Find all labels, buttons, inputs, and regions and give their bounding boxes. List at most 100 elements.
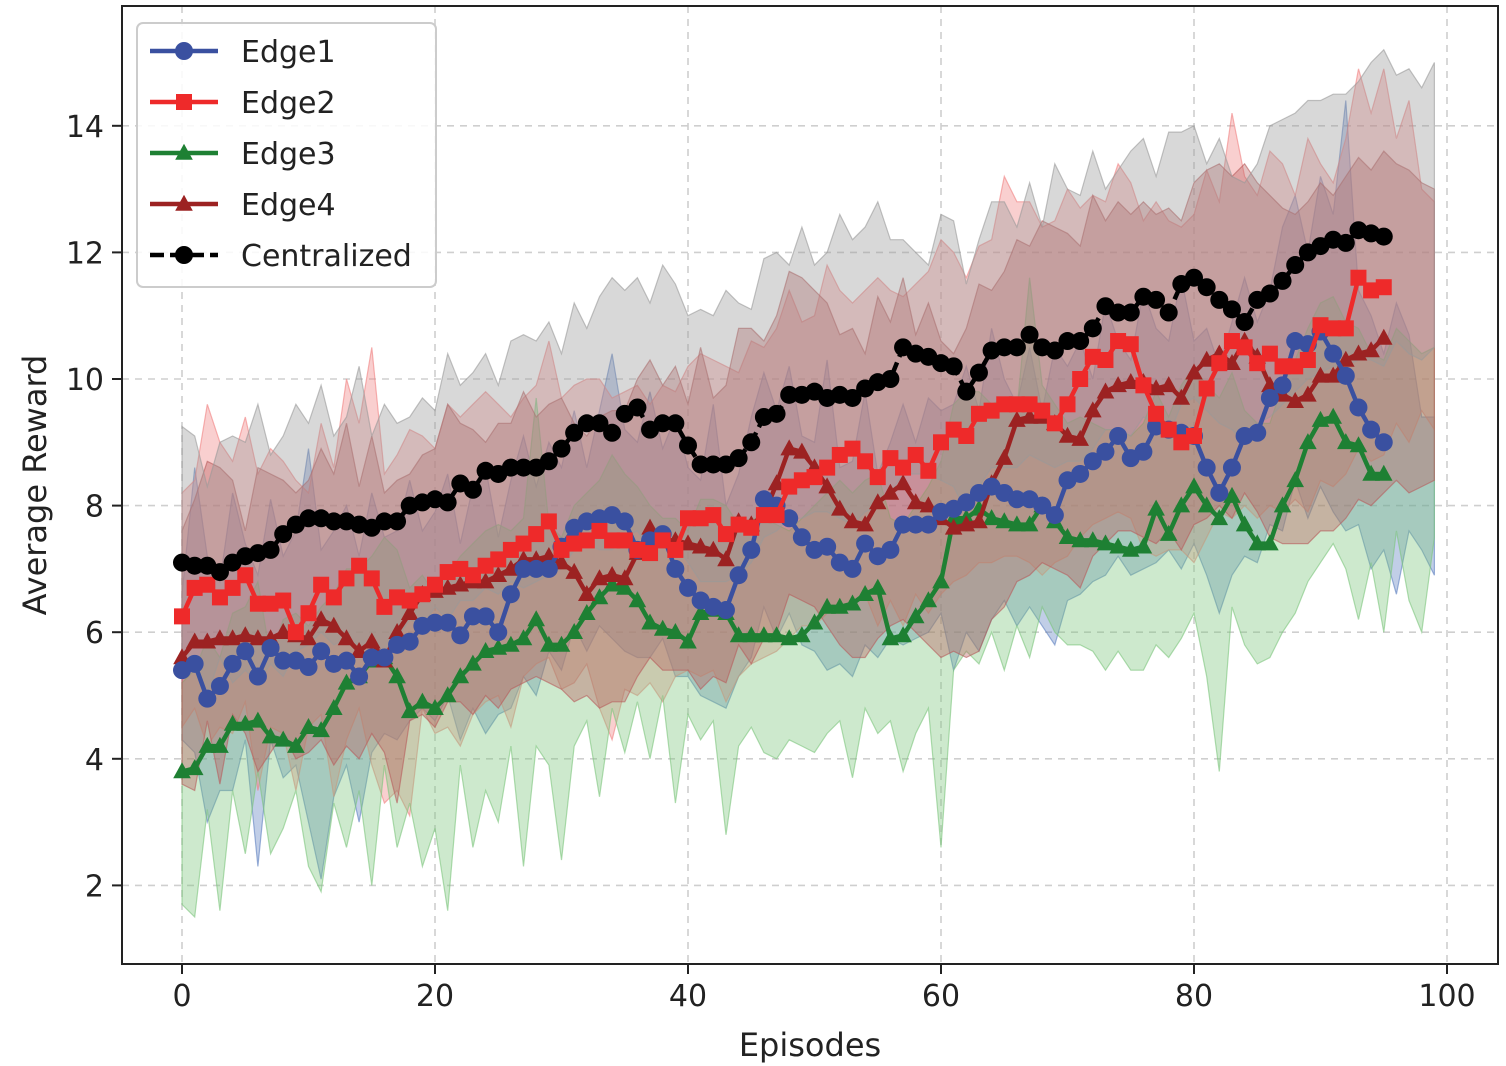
- point-centralized-72: [1083, 319, 1102, 338]
- point-edge1-16: [375, 648, 394, 667]
- point-edge4-49: [793, 442, 811, 459]
- point-edge2-49: [793, 472, 810, 489]
- point-edge1-23: [463, 607, 482, 626]
- point-edge4-70: [1058, 426, 1077, 443]
- point-edge3-8: [274, 730, 292, 747]
- point-edge3-76: [1134, 537, 1153, 554]
- point-edge1-86: [1260, 388, 1279, 407]
- point-edge4-65: [995, 448, 1013, 465]
- point-edge3-34: [603, 575, 621, 592]
- point-centralized-63: [969, 363, 988, 382]
- point-centralized-16: [375, 512, 394, 531]
- point-edge4-41: [691, 537, 710, 554]
- point-edge4-13: [337, 629, 356, 646]
- point-centralized-12: [324, 512, 343, 531]
- point-edge2-81: [1198, 380, 1215, 397]
- point-edge3-66: [1008, 515, 1026, 532]
- legend-label-edge1: Edge1: [241, 35, 336, 70]
- point-edge3-18: [400, 702, 419, 719]
- point-edge2-67: [1021, 396, 1038, 413]
- point-edge3-36: [628, 591, 647, 608]
- point-edge3-20: [426, 699, 444, 715]
- point-edge3-65: [995, 512, 1013, 529]
- y-axis-label: Average Reward: [16, 355, 54, 616]
- point-edge1-20: [426, 613, 444, 632]
- point-edge3-82: [1210, 509, 1229, 526]
- point-centralized-34: [603, 423, 622, 442]
- point-edge1-5: [236, 642, 255, 661]
- point-edge2-20: [427, 576, 443, 593]
- point-edge3-84: [1235, 515, 1254, 532]
- point-edge2-77: [1148, 405, 1165, 422]
- point-edge3-30: [552, 635, 571, 652]
- point-edge3-27: [514, 629, 533, 646]
- point-edge3-85: [1248, 534, 1266, 551]
- point-edge3-50: [805, 613, 824, 630]
- point-edge1-35: [615, 512, 634, 531]
- point-centralized-33: [590, 414, 609, 433]
- point-centralized-1: [185, 556, 204, 575]
- point-edge3-21: [438, 686, 457, 703]
- point-edge2-17: [389, 589, 406, 606]
- point-edge2-36: [629, 541, 646, 558]
- point-edge2-32: [578, 532, 595, 549]
- point-edge3-70: [1058, 528, 1077, 544]
- x-tick-label-80: 80: [1175, 979, 1213, 1014]
- point-edge4-8: [274, 623, 292, 639]
- point-edge1-26: [501, 585, 520, 604]
- point-edge2-86: [1261, 345, 1278, 362]
- point-edge2-78: [1160, 421, 1177, 438]
- point-centralized-95: [1374, 227, 1393, 246]
- point-edge3-60: [932, 572, 950, 589]
- point-edge4-83: [1223, 354, 1241, 370]
- point-edge2-15: [363, 570, 380, 587]
- point-edge2-94: [1363, 282, 1380, 299]
- point-edge2-72: [1084, 348, 1101, 365]
- point-edge2-19: [414, 586, 431, 603]
- legend-label-edge4: Edge4: [241, 188, 336, 223]
- point-edge4-18: [400, 604, 419, 620]
- point-centralized-40: [679, 436, 697, 455]
- point-centralized-31: [565, 423, 584, 442]
- point-edge4-47: [767, 474, 786, 491]
- point-edge1-8: [274, 651, 293, 670]
- point-edge2-43: [717, 526, 734, 543]
- point-edge2-3: [211, 589, 228, 606]
- x-tick-label-100: 100: [1418, 979, 1475, 1014]
- series-edge3: [173, 407, 1393, 779]
- point-edge3-2: [198, 736, 217, 753]
- point-edge2-75: [1122, 336, 1139, 353]
- point-centralized-78: [1159, 303, 1178, 322]
- point-edge3-77: [1147, 499, 1165, 516]
- point-edge3-35: [616, 578, 634, 595]
- point-edge3-55: [869, 578, 887, 595]
- point-edge4-95: [1375, 328, 1393, 345]
- point-centralized-67: [1020, 325, 1039, 344]
- point-edge1-48: [780, 509, 799, 528]
- point-edge2-48: [781, 478, 798, 495]
- point-edge1-4: [223, 654, 242, 673]
- legend-marker-edge2: [176, 94, 192, 110]
- point-edge3-71: [1071, 531, 1089, 548]
- point-edge2-30: [553, 541, 570, 558]
- point-edge4-31: [565, 562, 583, 579]
- point-centralized-26: [501, 458, 520, 477]
- point-centralized-45: [742, 433, 761, 452]
- point-edge3-86: [1261, 534, 1279, 551]
- point-edge3-28: [527, 610, 545, 627]
- point-edge3-57: [894, 626, 912, 643]
- point-centralized-65: [995, 338, 1014, 357]
- point-centralized-86: [1260, 284, 1279, 303]
- point-edge3-44: [729, 626, 748, 643]
- point-edge3-32: [578, 604, 596, 620]
- point-edge4-5: [236, 626, 255, 643]
- point-edge4-80: [1185, 363, 1203, 380]
- point-edge4-40: [679, 534, 697, 551]
- point-edge2-85: [1249, 355, 1266, 372]
- point-edge2-26: [502, 541, 519, 558]
- point-centralized-71: [1071, 332, 1090, 351]
- point-edge1-39: [666, 559, 685, 578]
- point-edge1-71: [1071, 464, 1090, 483]
- point-edge3-59: [919, 591, 938, 608]
- point-edge2-74: [1110, 333, 1127, 350]
